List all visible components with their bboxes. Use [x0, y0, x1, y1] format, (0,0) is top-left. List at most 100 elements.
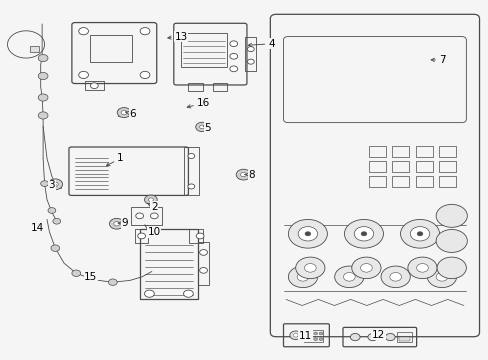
Circle shape — [48, 179, 62, 190]
Circle shape — [305, 231, 310, 236]
Text: 9: 9 — [118, 218, 128, 228]
Circle shape — [344, 220, 383, 248]
Circle shape — [385, 333, 394, 341]
Bar — [396, 332, 411, 342]
Circle shape — [416, 264, 427, 272]
Bar — [237, 171, 249, 178]
Circle shape — [313, 332, 317, 335]
Text: 15: 15 — [84, 272, 97, 282]
Text: 4: 4 — [248, 39, 274, 49]
Circle shape — [187, 153, 194, 158]
Circle shape — [48, 208, 56, 213]
Bar — [30, 46, 39, 51]
Bar — [84, 81, 104, 90]
Text: 3: 3 — [48, 180, 56, 190]
Circle shape — [400, 220, 439, 248]
Circle shape — [90, 83, 98, 89]
Bar — [212, 83, 227, 91]
Circle shape — [308, 332, 312, 335]
Circle shape — [79, 28, 88, 35]
Text: 8: 8 — [244, 170, 255, 180]
Circle shape — [308, 338, 312, 341]
Circle shape — [289, 331, 301, 339]
Circle shape — [389, 273, 401, 281]
Circle shape — [380, 266, 409, 288]
Circle shape — [240, 172, 246, 177]
Circle shape — [195, 122, 208, 132]
Circle shape — [435, 229, 467, 252]
Text: 16: 16 — [187, 98, 209, 108]
Circle shape — [199, 267, 207, 273]
Bar — [438, 161, 455, 172]
Circle shape — [229, 66, 237, 72]
Text: 2: 2 — [147, 202, 157, 212]
Bar — [415, 161, 432, 172]
Bar — [438, 146, 455, 157]
Circle shape — [150, 213, 158, 219]
Circle shape — [114, 222, 120, 226]
Bar — [368, 161, 385, 172]
Circle shape — [416, 231, 422, 236]
Circle shape — [136, 213, 143, 219]
Text: 10: 10 — [144, 225, 161, 237]
Bar — [90, 35, 132, 62]
Circle shape — [38, 112, 48, 119]
Circle shape — [334, 266, 363, 288]
Bar — [304, 329, 323, 342]
Bar — [118, 109, 130, 116]
Bar — [111, 220, 122, 227]
Circle shape — [109, 219, 124, 229]
Bar — [245, 37, 256, 71]
Circle shape — [108, 279, 117, 285]
Bar — [131, 207, 161, 225]
Circle shape — [38, 72, 48, 80]
Circle shape — [199, 249, 207, 255]
Circle shape — [187, 184, 194, 189]
Circle shape — [360, 231, 366, 236]
Bar — [140, 229, 198, 299]
Circle shape — [196, 233, 203, 239]
Circle shape — [436, 257, 466, 279]
Circle shape — [298, 226, 317, 241]
Circle shape — [343, 273, 354, 281]
Circle shape — [319, 332, 323, 335]
Text: 14: 14 — [31, 224, 44, 233]
Circle shape — [295, 257, 325, 279]
Bar — [391, 161, 408, 172]
Circle shape — [247, 46, 254, 51]
Circle shape — [229, 53, 237, 59]
Bar — [368, 146, 385, 157]
Bar — [415, 146, 432, 157]
Circle shape — [117, 108, 131, 118]
Circle shape — [236, 169, 250, 180]
Circle shape — [409, 226, 429, 241]
Bar — [135, 229, 148, 243]
Text: 5: 5 — [203, 123, 211, 133]
Text: 7: 7 — [430, 55, 445, 65]
Text: 12: 12 — [371, 330, 385, 340]
Bar — [49, 181, 61, 188]
Circle shape — [38, 54, 48, 62]
Circle shape — [79, 71, 88, 78]
Bar — [189, 229, 203, 243]
Circle shape — [121, 111, 127, 115]
Circle shape — [148, 198, 153, 202]
Bar — [438, 176, 455, 187]
Text: 13: 13 — [167, 32, 187, 41]
Circle shape — [288, 266, 317, 288]
Circle shape — [52, 182, 58, 186]
Circle shape — [360, 264, 371, 272]
Bar — [391, 176, 408, 187]
Bar — [368, 176, 385, 187]
Circle shape — [288, 220, 327, 248]
Circle shape — [144, 195, 157, 204]
Circle shape — [319, 338, 323, 341]
Circle shape — [353, 226, 373, 241]
Circle shape — [183, 290, 193, 297]
Bar — [181, 33, 227, 67]
Circle shape — [349, 333, 359, 341]
Bar — [391, 146, 408, 157]
Circle shape — [229, 41, 237, 46]
Circle shape — [313, 338, 317, 341]
Circle shape — [304, 264, 316, 272]
